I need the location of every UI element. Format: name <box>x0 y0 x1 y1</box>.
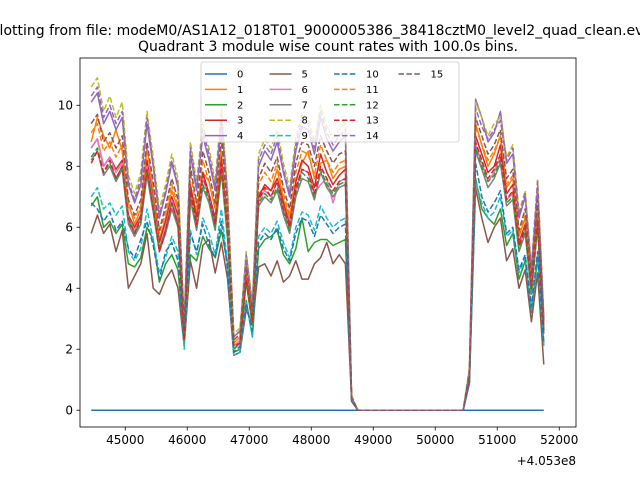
legend-label-7: 7 <box>302 100 308 111</box>
x-tick-label: 52000 <box>540 433 578 447</box>
plot-area: 45000 46000 47000 48000 49000 50000 51000 52000… <box>58 57 578 447</box>
x-tick-label: 51000 <box>478 433 516 447</box>
legend-label-14: 14 <box>366 131 379 142</box>
series-line-15 <box>90 113 545 411</box>
x-tick-label: 50000 <box>416 433 454 447</box>
x-tick-label: 49000 <box>354 433 392 447</box>
legend-label-13: 13 <box>366 116 379 127</box>
legend-label-0: 0 <box>237 70 243 81</box>
x-tick-label: 48000 <box>292 433 330 447</box>
legend-label-3: 3 <box>237 116 243 127</box>
legend-label-8: 8 <box>302 116 308 127</box>
legend-box <box>200 61 460 143</box>
legend-label-1: 1 <box>237 85 243 96</box>
y-tick-label: 0 <box>65 404 73 418</box>
y-tick-label: 2 <box>65 343 73 357</box>
legend-label-15: 15 <box>431 70 444 81</box>
legend-label-12: 12 <box>366 100 379 111</box>
axes-frame <box>79 57 577 428</box>
legend-label-4: 4 <box>237 131 243 142</box>
x-tick-label: 47000 <box>230 433 268 447</box>
y-tick-label: 6 <box>65 221 73 235</box>
x-offset-label: +4.053e8 <box>517 454 576 468</box>
figure-suptitle: Plotting from file: modeM0/AS1A12_018T01… <box>0 23 640 39</box>
legend-label-10: 10 <box>366 70 379 81</box>
legend-label-2: 2 <box>237 100 243 111</box>
series-line-10 <box>90 162 545 411</box>
y-tick-label: 10 <box>58 99 73 113</box>
legend-label-6: 6 <box>302 85 308 96</box>
series-line-14 <box>90 86 545 411</box>
series-line-9 <box>90 180 545 411</box>
x-tick-label: 45000 <box>106 433 144 447</box>
y-tick-label: 4 <box>65 282 73 296</box>
legend-label-5: 5 <box>302 70 308 81</box>
series-line-13 <box>90 141 545 411</box>
legend-label-11: 11 <box>366 85 379 96</box>
x-tick-label: 46000 <box>168 433 206 447</box>
legend-label-9: 9 <box>302 131 308 142</box>
chart-title: Quadrant 3 module wise count rates with … <box>138 39 518 55</box>
y-tick-label: 8 <box>65 160 73 174</box>
series-line-11 <box>90 122 545 411</box>
